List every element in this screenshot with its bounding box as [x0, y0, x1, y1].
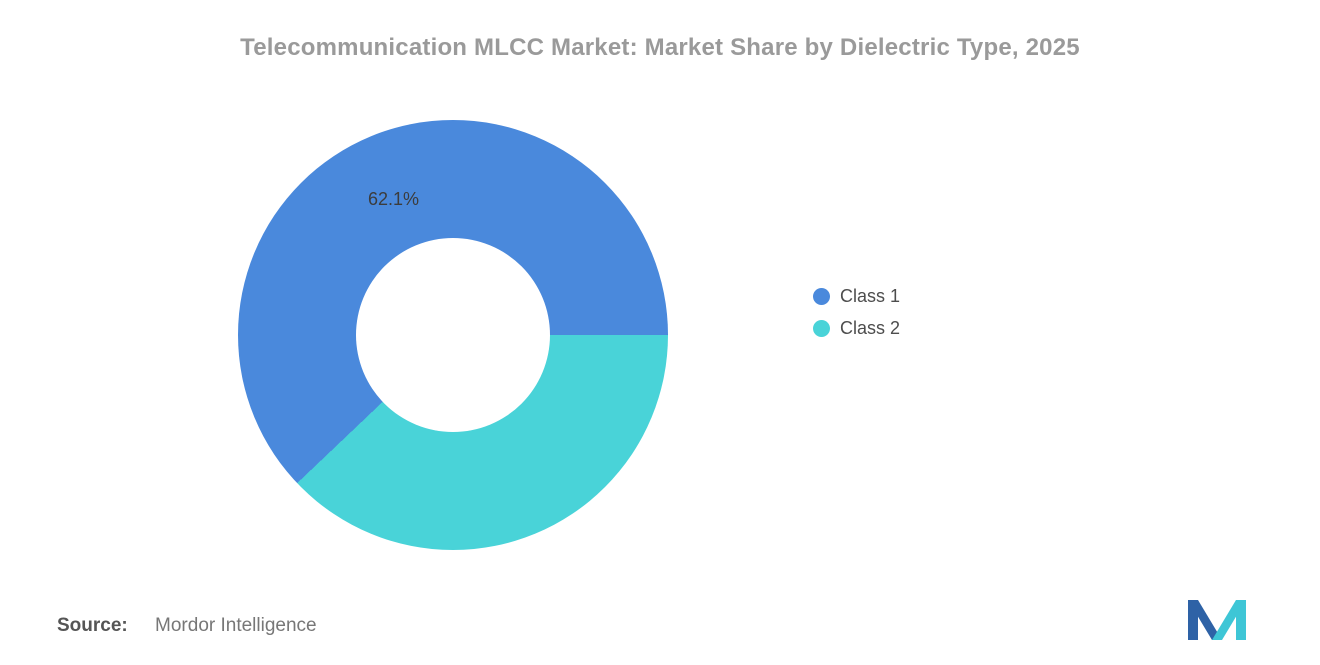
legend-label: Class 1 — [840, 285, 901, 306]
mordor-intelligence-logo — [1188, 600, 1246, 640]
source-value: Mordor Intelligence — [155, 615, 317, 636]
legend-item-class-1[interactable]: Class 1 — [813, 284, 900, 308]
legend-marker — [813, 319, 830, 337]
legend-marker — [813, 287, 830, 305]
legend-label: Class 2 — [840, 317, 901, 338]
source-label: Source: — [57, 615, 128, 636]
legend-item-class-2[interactable]: Class 2 — [813, 316, 900, 340]
slice-percentage-label: 62.1% — [368, 189, 420, 209]
logo-down-diagonal — [1188, 600, 1222, 640]
source-line: Source: Mordor Intelligence — [57, 615, 317, 637]
chart-title: Telecommunication MLCC Market: Market Sh… — [240, 34, 1080, 61]
chart-legend: Class 1 Class 2 — [813, 284, 900, 348]
donut-hole — [356, 238, 550, 432]
logo-right-bar — [1236, 600, 1246, 640]
